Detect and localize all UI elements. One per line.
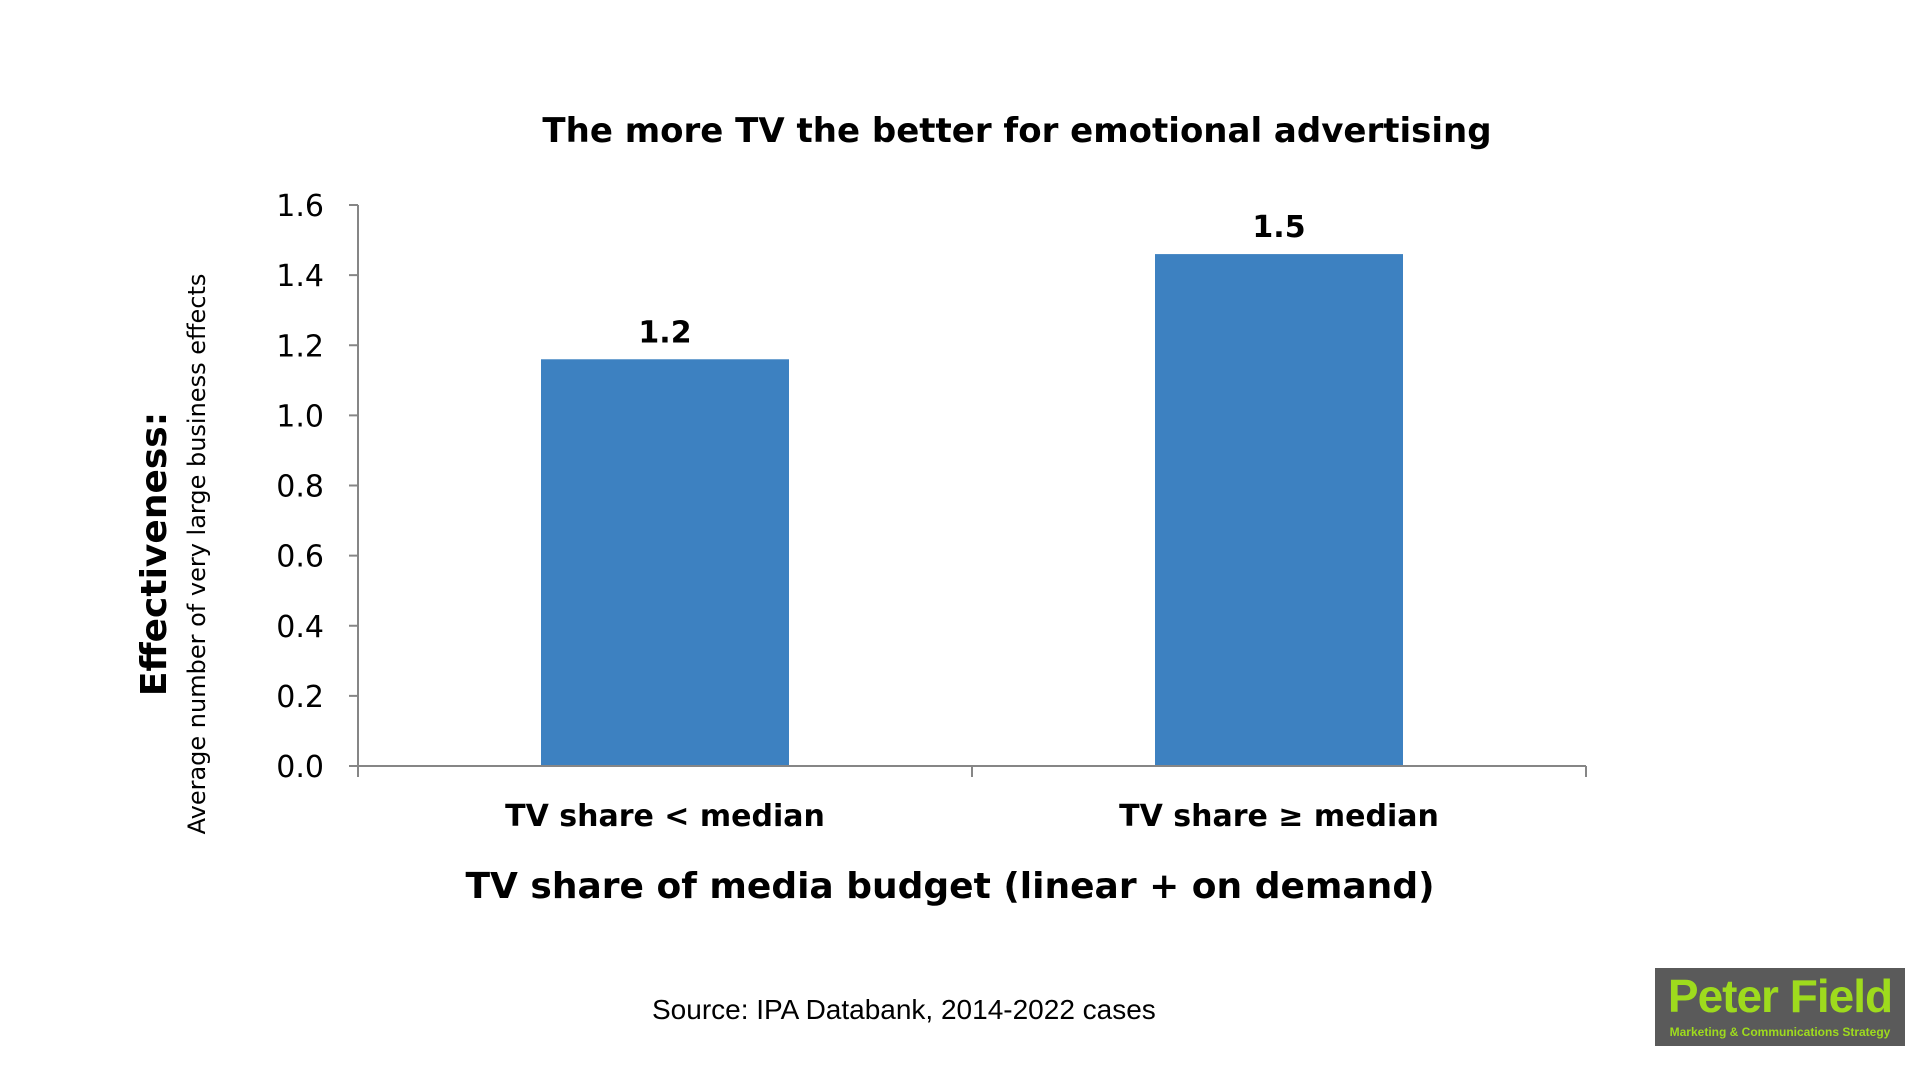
x-category-label: TV share < median bbox=[505, 799, 825, 834]
y-tick-label: 0.2 bbox=[276, 680, 324, 715]
x-axis: TV share < median TV share ≥ median bbox=[357, 765, 1587, 834]
y-axis-sublabel: Average number of very large business ef… bbox=[183, 274, 211, 835]
bar bbox=[541, 359, 789, 766]
y-tick-label: 1.0 bbox=[276, 399, 324, 434]
bar bbox=[1155, 254, 1403, 766]
y-tick-label: 1.4 bbox=[276, 259, 324, 294]
y-tick-label: 0.4 bbox=[276, 610, 324, 645]
logo-name: Peter Field bbox=[1667, 970, 1893, 1022]
y-tick-label: 0.8 bbox=[276, 470, 324, 505]
y-tick-label: 0.6 bbox=[276, 540, 324, 575]
logo-tagline: Marketing & Communications Strategy bbox=[1669, 1025, 1891, 1039]
bar-data-label: 1.2 bbox=[638, 315, 691, 350]
y-axis-ticks: 0.0 0.2 0.4 0.6 0.8 1.0 1.2 1.4 1.6 bbox=[276, 189, 359, 785]
x-category-label: TV share ≥ median bbox=[1119, 799, 1439, 834]
y-tick-label: 1.6 bbox=[276, 189, 324, 224]
y-tick-label: 1.2 bbox=[276, 329, 324, 364]
chart-title: The more TV the better for emotional adv… bbox=[542, 111, 1491, 151]
source-note: Source: IPA Databank, 2014-2022 cases bbox=[652, 994, 1156, 1025]
bars: 1.2 1.5 bbox=[541, 210, 1403, 766]
bar-data-label: 1.5 bbox=[1252, 210, 1305, 245]
peter-field-logo: Peter Field Marketing & Communications S… bbox=[1655, 968, 1905, 1046]
x-axis-label: TV share of media budget (linear + on de… bbox=[465, 866, 1434, 907]
y-axis-label: Effectiveness: bbox=[134, 412, 175, 696]
y-tick-label: 0.0 bbox=[276, 750, 324, 785]
